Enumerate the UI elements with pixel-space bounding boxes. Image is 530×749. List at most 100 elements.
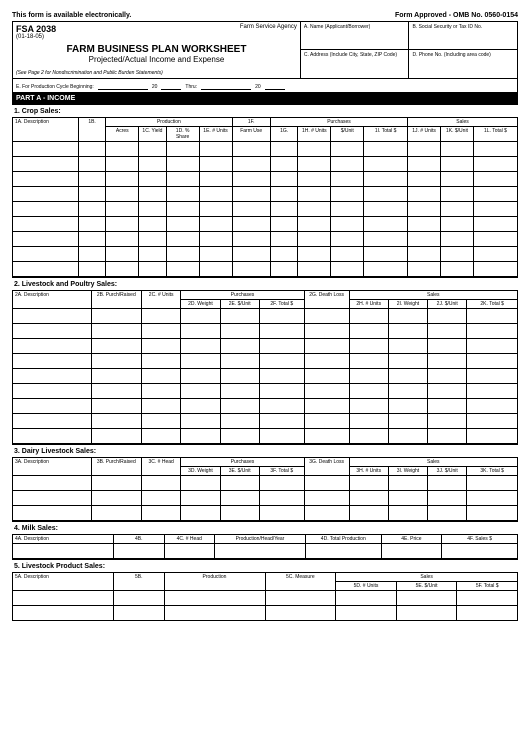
table-cell[interactable] <box>78 142 105 157</box>
table-cell[interactable] <box>232 232 270 247</box>
cycle-end-input[interactable] <box>201 81 251 90</box>
table-cell[interactable] <box>331 232 364 247</box>
table-cell[interactable] <box>232 142 270 157</box>
table-cell[interactable] <box>106 157 139 172</box>
table-cell[interactable] <box>364 187 408 202</box>
table-cell[interactable] <box>220 476 259 491</box>
table-cell[interactable] <box>298 142 331 157</box>
cycle-begin-input[interactable] <box>98 81 148 90</box>
table-cell[interactable] <box>164 544 215 559</box>
table-cell[interactable] <box>106 217 139 232</box>
table-cell[interactable] <box>106 142 139 157</box>
table-cell[interactable] <box>13 202 79 217</box>
cycle-y1-input[interactable] <box>161 81 181 90</box>
table-cell[interactable] <box>467 369 518 384</box>
table-cell[interactable] <box>232 247 270 262</box>
table-cell[interactable] <box>408 217 441 232</box>
table-cell[interactable] <box>298 262 331 277</box>
table-cell[interactable] <box>13 429 92 444</box>
table-cell[interactable] <box>13 354 92 369</box>
table-cell[interactable] <box>142 324 181 339</box>
table-cell[interactable] <box>259 339 304 354</box>
table-cell[interactable] <box>13 491 92 506</box>
table-cell[interactable] <box>298 187 331 202</box>
table-cell[interactable] <box>349 476 388 491</box>
table-cell[interactable] <box>349 414 388 429</box>
table-cell[interactable] <box>388 399 427 414</box>
table-cell[interactable] <box>13 232 79 247</box>
table-cell[interactable] <box>349 491 388 506</box>
field-b-label[interactable]: B. Social Security or Tax ID No. <box>409 22 517 50</box>
table-cell[interactable] <box>13 544 114 559</box>
field-d-label[interactable]: D. Phone No. (Including area code) <box>409 50 517 78</box>
table-cell[interactable] <box>304 429 349 444</box>
table-cell[interactable] <box>305 544 381 559</box>
table-cell[interactable] <box>78 157 105 172</box>
table-cell[interactable] <box>473 217 517 232</box>
table-cell[interactable] <box>467 414 518 429</box>
table-cell[interactable] <box>106 262 139 277</box>
table-cell[interactable] <box>259 429 304 444</box>
table-cell[interactable] <box>181 414 220 429</box>
table-cell[interactable] <box>181 491 220 506</box>
table-cell[interactable] <box>467 476 518 491</box>
table-cell[interactable] <box>78 202 105 217</box>
table-cell[interactable] <box>304 339 349 354</box>
table-cell[interactable] <box>467 354 518 369</box>
table-cell[interactable] <box>331 157 364 172</box>
table-cell[interactable] <box>220 324 259 339</box>
table-cell[interactable] <box>139 232 166 247</box>
table-cell[interactable] <box>181 506 220 521</box>
table-cell[interactable] <box>428 491 467 506</box>
table-cell[interactable] <box>106 232 139 247</box>
table-cell[interactable] <box>142 429 181 444</box>
table-cell[interactable] <box>166 157 199 172</box>
table-cell[interactable] <box>91 384 141 399</box>
table-cell[interactable] <box>232 172 270 187</box>
table-cell[interactable] <box>232 202 270 217</box>
table-cell[interactable] <box>428 324 467 339</box>
table-cell[interactable] <box>441 247 474 262</box>
table-cell[interactable] <box>181 339 220 354</box>
table-cell[interactable] <box>408 142 441 157</box>
table-cell[interactable] <box>139 247 166 262</box>
table-cell[interactable] <box>232 187 270 202</box>
table-cell[interactable] <box>467 339 518 354</box>
table-cell[interactable] <box>467 384 518 399</box>
table-cell[interactable] <box>259 324 304 339</box>
table-cell[interactable] <box>220 354 259 369</box>
table-cell[interactable] <box>364 157 408 172</box>
table-cell[interactable] <box>199 217 232 232</box>
table-cell[interactable] <box>457 606 518 621</box>
table-cell[interactable] <box>91 414 141 429</box>
table-cell[interactable] <box>388 384 427 399</box>
table-cell[interactable] <box>166 247 199 262</box>
table-cell[interactable] <box>388 369 427 384</box>
table-cell[interactable] <box>142 399 181 414</box>
table-cell[interactable] <box>408 172 441 187</box>
table-cell[interactable] <box>220 506 259 521</box>
table-cell[interactable] <box>91 369 141 384</box>
table-cell[interactable] <box>428 429 467 444</box>
table-cell[interactable] <box>270 247 297 262</box>
table-cell[interactable] <box>473 247 517 262</box>
table-cell[interactable] <box>78 262 105 277</box>
table-cell[interactable] <box>298 217 331 232</box>
table-cell[interactable] <box>270 232 297 247</box>
table-cell[interactable] <box>304 506 349 521</box>
table-cell[interactable] <box>473 157 517 172</box>
table-cell[interactable] <box>220 414 259 429</box>
table-cell[interactable] <box>13 172 79 187</box>
table-cell[interactable] <box>259 491 304 506</box>
table-cell[interactable] <box>304 399 349 414</box>
table-cell[interactable] <box>78 187 105 202</box>
table-cell[interactable] <box>78 247 105 262</box>
table-cell[interactable] <box>166 217 199 232</box>
table-cell[interactable] <box>142 506 181 521</box>
table-cell[interactable] <box>142 491 181 506</box>
table-cell[interactable] <box>473 232 517 247</box>
field-c-label[interactable]: C. Address (Include City, State, ZIP Cod… <box>301 50 410 78</box>
table-cell[interactable] <box>364 262 408 277</box>
table-cell[interactable] <box>336 591 397 606</box>
table-cell[interactable] <box>164 606 265 621</box>
